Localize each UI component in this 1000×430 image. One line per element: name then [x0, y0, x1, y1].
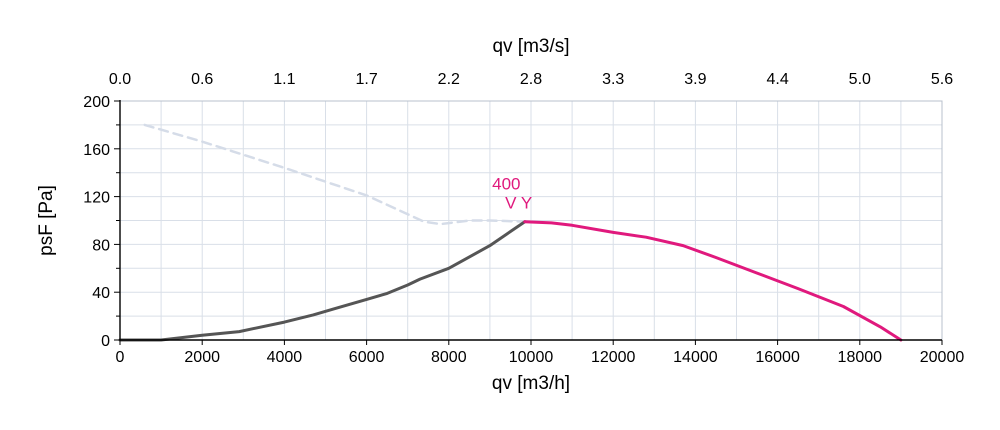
x-tick-label: 10000	[509, 349, 554, 366]
x2-tick-label: 3.3	[602, 71, 624, 88]
x2-tick-label: 4.4	[766, 71, 788, 88]
x-tick-label: 16000	[755, 349, 800, 366]
x-tick-label: 0	[116, 349, 125, 366]
x-tick-label: 6000	[349, 349, 385, 366]
x2-tick-label: 0.6	[191, 71, 213, 88]
x2-tick-label: 3.9	[684, 71, 706, 88]
x-tick-label: 2000	[184, 349, 220, 366]
y-axis-title: psF [Pa]	[36, 185, 57, 256]
x-tick-label: 12000	[591, 349, 636, 366]
x-tick-label: 8000	[431, 349, 467, 366]
series-operating-line	[523, 220, 903, 342]
x2-tick-label: 1.1	[273, 71, 295, 88]
x2-tick-label: 2.8	[520, 71, 542, 88]
x-tick-label: 4000	[267, 349, 303, 366]
annotation-label-1: V Y	[505, 194, 532, 213]
x2-tick-label: 5.6	[931, 71, 953, 88]
y-tick-label: 0	[101, 333, 110, 350]
x-tick-label: 14000	[673, 349, 718, 366]
x-tick-label: 18000	[838, 349, 883, 366]
x-axis-title: qv [m3/h]	[492, 373, 570, 394]
series-system-line	[118, 220, 527, 342]
x2-axis-ticks: 0.0 0.6 1.1 1.7 2.2 2.8 3.3 3.9 4.4 5.0 5.6	[109, 71, 953, 88]
x2-axis-title: qv [m3/s]	[492, 36, 569, 57]
y-tick-label: 200	[83, 94, 110, 111]
annotation-label-0: 400	[492, 174, 520, 193]
y-tick-label: 120	[83, 190, 110, 207]
x-axis-ticks: 0 2000 4000 6000 8000 10000 12000 14000 16000 180…	[116, 340, 965, 366]
x2-tick-label: 1.7	[355, 71, 377, 88]
y-tick-label: 160	[83, 142, 110, 159]
y-tick-label: 40	[92, 285, 110, 302]
x2-tick-label: 5.0	[849, 71, 871, 88]
x2-tick-label: 2.2	[438, 71, 460, 88]
x-tick-label: 20000	[920, 349, 965, 366]
y-axis-ticks: 0 40 80 120 160 200	[83, 94, 120, 350]
x2-tick-label: 0.0	[109, 71, 131, 88]
data-series	[118, 123, 903, 342]
y-tick-label: 80	[92, 237, 110, 254]
